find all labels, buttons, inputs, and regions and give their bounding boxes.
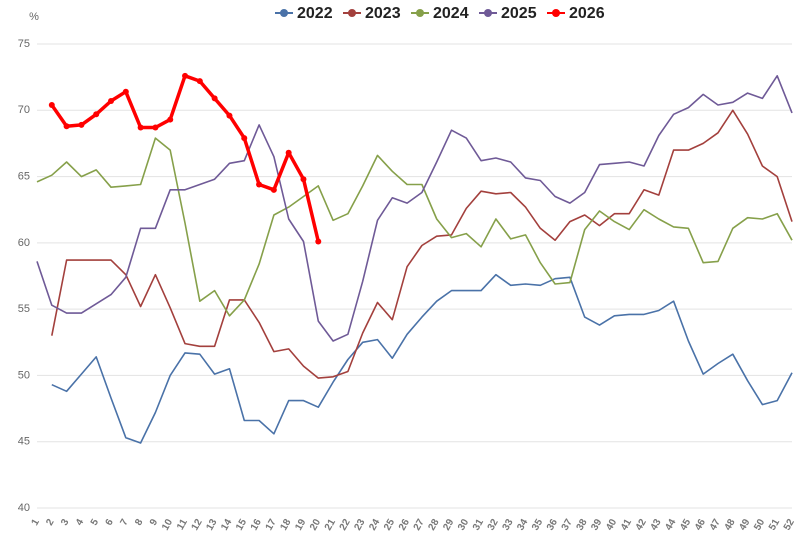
legend-label: 2023 [365, 5, 401, 22]
x-tick-label: 50 [752, 517, 767, 533]
x-tick-label: 47 [708, 517, 723, 533]
x-tick-label: 29 [441, 517, 456, 533]
point [315, 238, 322, 245]
x-tick-label: 46 [693, 517, 708, 533]
x-tick-label: 9 [148, 517, 161, 528]
x-tick-label: 45 [678, 517, 693, 533]
point [137, 124, 144, 131]
point [63, 123, 70, 130]
y-tick-label: 70 [18, 104, 30, 116]
legend-marker [552, 9, 560, 17]
x-tick-label: 22 [338, 517, 353, 533]
point [48, 101, 55, 108]
point [241, 135, 248, 142]
point [152, 124, 159, 131]
x-tick-label: 10 [160, 517, 175, 533]
point [211, 95, 218, 102]
x-tick-label: 51 [767, 517, 782, 533]
point [78, 121, 85, 128]
x-tick-label: 24 [367, 517, 382, 533]
x-tick-label: 20 [308, 517, 323, 533]
x-tick-label: 37 [560, 517, 575, 533]
point [108, 98, 115, 105]
legend-label: 2022 [297, 5, 333, 22]
x-tick-label: 7 [118, 517, 131, 528]
x-tick-label: 23 [352, 517, 367, 533]
series-line [36, 75, 793, 342]
y-tick-label: 65 [18, 170, 30, 182]
x-tick-label: 30 [456, 517, 471, 533]
x-tick-label: 43 [649, 517, 664, 533]
x-tick-label: 42 [634, 517, 649, 533]
x-tick-label: 35 [530, 517, 545, 533]
point [226, 112, 233, 119]
x-tick-label: 28 [427, 517, 442, 533]
x-tick-label: 2 [44, 517, 57, 528]
y-tick-label: 45 [18, 436, 30, 448]
point [122, 88, 129, 95]
y-tick-label: 40 [18, 502, 30, 514]
x-tick-label: 49 [737, 517, 752, 533]
x-tick-label: 4 [74, 517, 87, 528]
series-line [51, 273, 793, 444]
x-tick-label: 17 [264, 517, 279, 533]
legend-marker [348, 9, 356, 17]
x-tick-label: 27 [412, 517, 427, 533]
y-tick-label: 60 [18, 237, 30, 249]
x-tick-label: 38 [575, 517, 590, 533]
y-unit: % [29, 11, 39, 23]
x-tick-label: 14 [219, 517, 234, 533]
legend-label: 2026 [569, 5, 605, 22]
x-tick-label: 52 [782, 517, 794, 533]
legend-label: 2024 [433, 5, 469, 22]
legend-marker [280, 9, 288, 17]
x-tick-label: 15 [234, 517, 249, 533]
y-tick-label: 55 [18, 303, 30, 315]
x-tick-label: 8 [133, 517, 146, 528]
x-tick-label: 44 [663, 517, 678, 533]
point [167, 116, 174, 123]
x-tick-label: 1 [30, 517, 43, 528]
x-tick-label: 3 [59, 517, 72, 528]
series-line [36, 137, 793, 317]
x-tick-label: 39 [589, 517, 604, 533]
point [196, 78, 203, 85]
x-tick-label: 36 [545, 517, 560, 533]
x-tick-label: 5 [89, 517, 102, 528]
x-tick-label: 12 [190, 517, 205, 533]
x-tick-label: 18 [278, 517, 293, 533]
x-tick-label: 21 [323, 517, 338, 533]
x-tick-label: 31 [471, 517, 486, 533]
series-line [51, 109, 793, 379]
point [182, 72, 189, 79]
x-tick-label: 11 [175, 517, 190, 532]
x-tick-label: 40 [604, 517, 619, 533]
y-tick-label: 75 [18, 38, 30, 50]
point [270, 186, 277, 193]
x-tick-label: 33 [501, 517, 516, 533]
x-tick-label: 6 [104, 517, 117, 528]
y-tick-label: 50 [18, 369, 30, 381]
x-tick-label: 34 [515, 517, 530, 533]
point [93, 111, 100, 118]
point [256, 181, 263, 188]
series-line [50, 74, 321, 242]
x-tick-label: 41 [619, 517, 634, 533]
point [285, 149, 292, 156]
x-tick-label: 13 [204, 517, 219, 533]
x-tick-label: 19 [293, 517, 308, 533]
x-tick-label: 32 [486, 517, 501, 533]
legend-marker [484, 9, 492, 17]
x-tick-label: 25 [382, 517, 397, 533]
x-tick-label: 26 [397, 517, 412, 533]
legend-label: 2025 [501, 5, 537, 22]
x-tick-label: 48 [723, 517, 738, 533]
legend-marker [416, 9, 424, 17]
x-tick-label: 16 [249, 517, 264, 533]
point [300, 176, 307, 183]
